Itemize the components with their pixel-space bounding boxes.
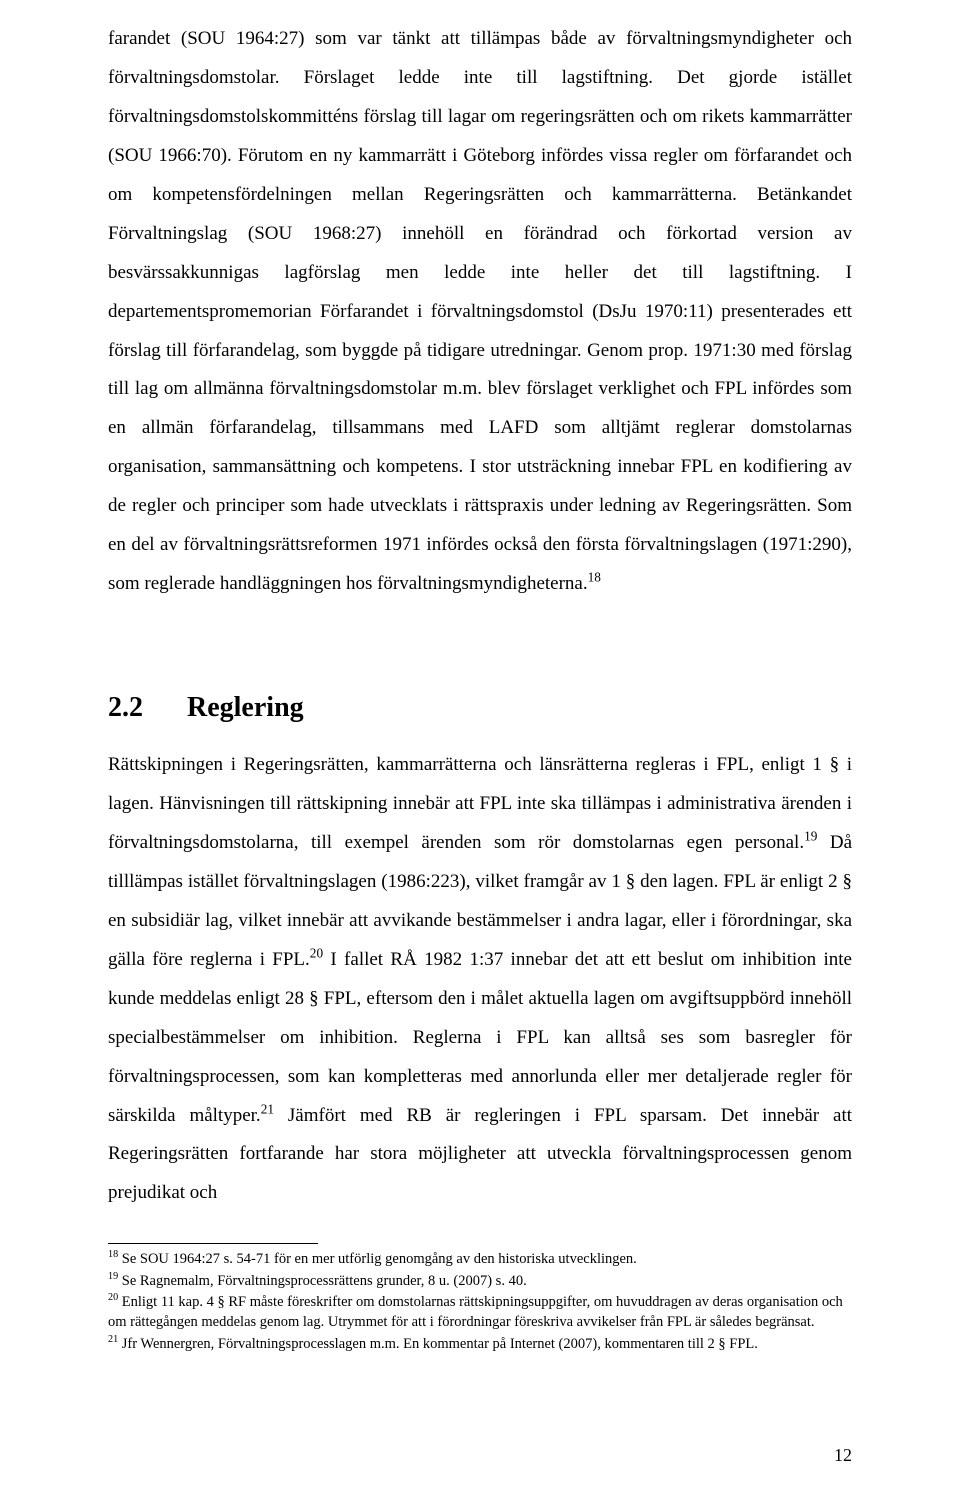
- footnote-18-num: 18: [108, 1249, 118, 1260]
- footnote-21-text: Jfr Wennergren, Förvaltningsprocesslagen…: [118, 1336, 758, 1352]
- footnote-ref-20: 20: [310, 945, 323, 960]
- footnote-ref-19: 19: [804, 829, 817, 844]
- body-paragraph-2: Rättskipningen i Regeringsrätten, kammar…: [108, 746, 852, 1213]
- footnote-ref-21: 21: [261, 1101, 274, 1116]
- footnote-19-num: 19: [108, 1271, 118, 1282]
- footnote-20-text: Enligt 11 kap. 4 § RF måste föreskrifter…: [108, 1294, 843, 1330]
- page: farandet (SOU 1964:27) som var tänkt att…: [0, 0, 960, 1490]
- body-paragraph-1: farandet (SOU 1964:27) som var tänkt att…: [108, 20, 852, 604]
- footnote-20: 20 Enligt 11 kap. 4 § RF måste föreskrif…: [108, 1293, 852, 1332]
- footnote-separator: [108, 1243, 318, 1244]
- footnote-19: 19 Se Ragnemalm, Förvaltningsprocessrätt…: [108, 1272, 852, 1292]
- body-p2-seg3: I fallet RÅ 1982 1:37 innebar det att et…: [108, 949, 852, 1126]
- page-number: 12: [834, 1445, 852, 1466]
- footnote-20-num: 20: [108, 1293, 118, 1304]
- footnote-21-num: 21: [108, 1334, 118, 1345]
- section-title: Reglering: [187, 692, 304, 723]
- footnote-21: 21 Jfr Wennergren, Förvaltningsprocessla…: [108, 1335, 852, 1355]
- footnote-ref-18: 18: [588, 570, 601, 585]
- section-number: 2.2: [108, 692, 143, 724]
- footnotes-block: 18 Se SOU 1964:27 s. 54-71 för en mer ut…: [108, 1250, 852, 1354]
- body-paragraph-1-text: farandet (SOU 1964:27) som var tänkt att…: [108, 28, 852, 594]
- footnote-18: 18 Se SOU 1964:27 s. 54-71 för en mer ut…: [108, 1250, 852, 1270]
- section-heading: 2.2 Reglering: [108, 692, 852, 724]
- body-p2-seg1: Rättskipningen i Regeringsrätten, kammar…: [108, 754, 852, 853]
- footnote-19-text: Se Ragnemalm, Förvaltningsprocessrättens…: [118, 1273, 527, 1289]
- footnote-18-text: Se SOU 1964:27 s. 54-71 för en mer utför…: [118, 1251, 637, 1267]
